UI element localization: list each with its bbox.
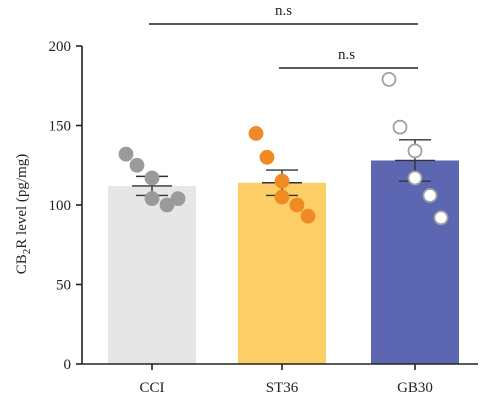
significance-label: n.s <box>338 47 355 63</box>
y-axis-label-part: R level (pg/mg) <box>14 154 30 249</box>
bar-st36 <box>238 182 326 364</box>
y-tick-label: 50 <box>56 278 71 294</box>
data-point-gb30 <box>407 170 423 186</box>
data-point-gb30 <box>392 119 408 135</box>
x-tick-label-st36: ST36 <box>266 380 299 396</box>
y-axis-label-subscript: 2 <box>21 249 33 255</box>
data-points-group <box>118 71 449 226</box>
significance-group: n.s n.s <box>149 3 418 69</box>
data-point-st36 <box>248 126 264 141</box>
y-axis-label: CB2R level (pg/mg) <box>14 154 33 275</box>
bar-gb30 <box>371 160 459 364</box>
data-point-cci <box>118 146 134 162</box>
data-point-gb30 <box>381 71 397 87</box>
data-point-cci <box>144 170 160 186</box>
data-point-gb30 <box>422 188 438 203</box>
data-point-cci <box>170 191 186 207</box>
data-point-gb30 <box>407 143 423 159</box>
data-point-cci <box>159 197 175 213</box>
data-point-st36 <box>300 208 316 224</box>
data-point-st36 <box>289 197 305 213</box>
data-point-cci <box>144 191 160 207</box>
data-point-st36 <box>274 173 290 189</box>
data-point-gb30 <box>433 210 449 226</box>
y-tick-label: 0 <box>64 357 72 373</box>
significance-label: n.s <box>275 3 292 19</box>
y-tick-label: 100 <box>49 198 72 214</box>
data-point-st36 <box>274 189 290 205</box>
x-tick-label-gb30: GB30 <box>397 380 433 396</box>
y-tick-label: 200 <box>49 39 72 55</box>
y-axis-label-part: CB <box>14 254 30 274</box>
data-point-st36 <box>259 149 275 165</box>
data-point-cci <box>129 157 145 173</box>
axes-group: 0 50 100 150 200 CCI ST36 GB30 <box>49 39 478 396</box>
bar-cci <box>108 185 196 364</box>
y-tick-label: 150 <box>49 119 72 135</box>
x-tick-label-cci: CCI <box>139 380 164 396</box>
